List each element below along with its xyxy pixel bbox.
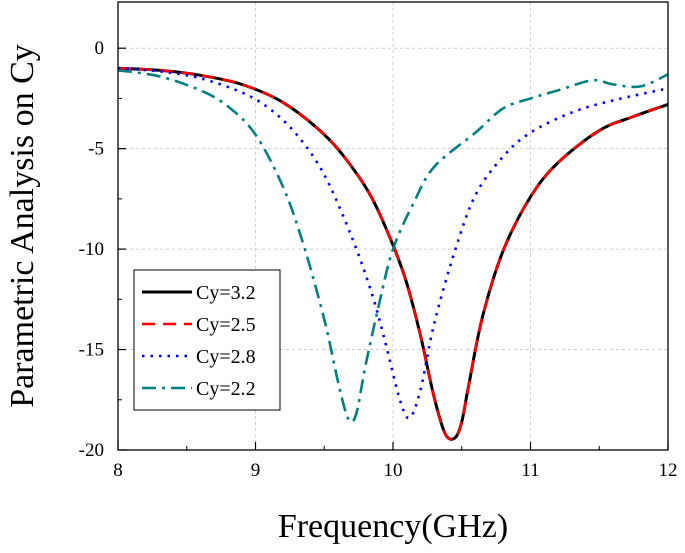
x-tick-label: 9 (251, 460, 261, 481)
legend-label: Cy=2.5 (196, 314, 256, 336)
y-tick-label: -20 (79, 440, 104, 461)
legend-label: Cy=2.8 (196, 346, 256, 368)
y-tick-label: -5 (88, 139, 104, 160)
series-line-cy-2-2 (117, 69, 669, 424)
legend: Cy=3.2 Cy=2.5 Cy=2.8 Cy=2.2 (133, 269, 281, 411)
series-lines (117, 66, 669, 441)
y-tick-label: -10 (79, 239, 104, 260)
y-tick-label: -15 (79, 340, 104, 361)
series-line-cy-2-5 (117, 66, 669, 441)
legend-label: Cy=2.2 (196, 378, 256, 400)
x-tick-label: 12 (659, 460, 678, 481)
legend-label: Cy=3.2 (196, 282, 256, 304)
y-axis-title: Parametric Analysis on Cy (4, 44, 41, 408)
x-axis-title: Frequency(GHz) (278, 508, 508, 545)
x-tick-label: 10 (384, 460, 403, 481)
ticks: 8 9 10 11 12 0 -5 -10 -15 -20 (79, 38, 678, 481)
y-tick-label: 0 (95, 38, 105, 59)
series-line-cy-2-8 (117, 66, 669, 420)
x-tick-label: 11 (521, 460, 539, 481)
x-tick-label: 8 (113, 460, 123, 481)
